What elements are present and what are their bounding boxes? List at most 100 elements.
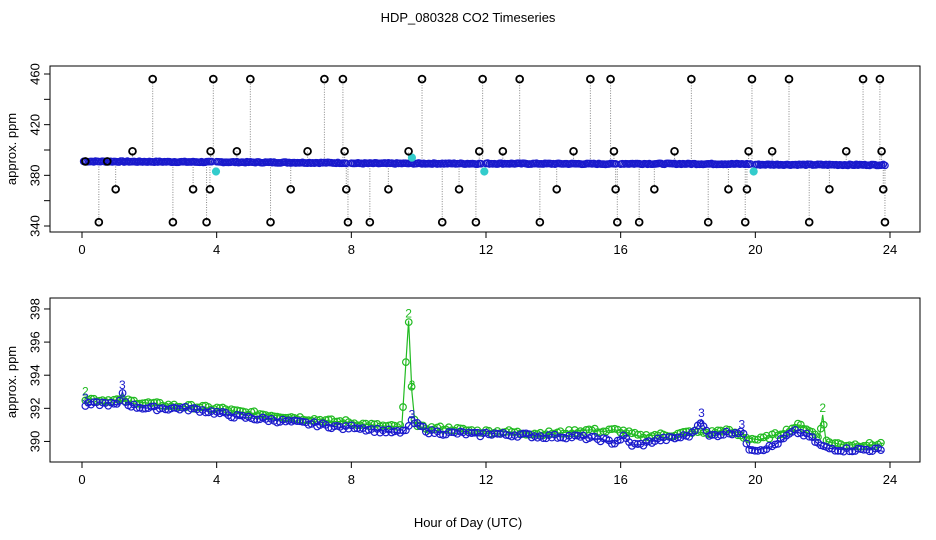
top-gray-trace <box>84 79 886 223</box>
bottom-y-tick-label: 396 <box>27 331 42 353</box>
series-2-point <box>605 425 613 434</box>
series-3-point <box>467 429 476 437</box>
series-3-point <box>751 446 759 455</box>
outlier-point <box>286 184 296 194</box>
series-3-point <box>519 429 528 438</box>
outlier-point <box>266 217 275 227</box>
bottom-axis-ticks: 0 4 8 12 16 20 24 390 392 394 396 398 <box>27 298 897 487</box>
outlier-point <box>877 146 886 156</box>
series-3-point <box>479 429 488 438</box>
outlier-point <box>744 146 753 156</box>
series-3-point <box>201 408 210 417</box>
outlier-point <box>188 184 198 194</box>
outlier-point <box>767 146 777 156</box>
series-3-point <box>854 444 862 453</box>
series-3-point <box>608 440 616 448</box>
series-3-point <box>470 428 479 437</box>
series-3-point <box>436 430 445 439</box>
outlier-point <box>111 184 120 194</box>
series-3-point <box>739 429 748 438</box>
outlier-point <box>471 217 481 227</box>
series-2-label: 2 <box>409 378 416 392</box>
top-axis-ticks: 0 4 8 12 16 20 24 340 380 420 460 <box>27 63 897 257</box>
bottom-x-tick-label: 8 <box>348 472 355 487</box>
bottom-y-tick-label: 392 <box>27 397 42 419</box>
series-3-point <box>464 428 473 437</box>
outlier-point <box>875 74 885 84</box>
series-2-label: 2 <box>405 307 412 321</box>
series-3-point <box>250 415 259 424</box>
outlier-point <box>474 146 484 156</box>
bottom-x-tick-label: 16 <box>613 472 627 487</box>
series-3-point <box>132 404 141 412</box>
outlier-point <box>365 217 375 227</box>
series-3-point <box>716 431 725 439</box>
outlier-point <box>612 217 622 227</box>
series-2-point <box>379 421 387 430</box>
series-3-label: 3 <box>739 418 746 432</box>
series-3-point <box>493 429 502 438</box>
series-3-point <box>324 423 333 432</box>
top-x-tick-label: 4 <box>213 242 220 257</box>
series-3-point <box>330 422 339 431</box>
series-3-point <box>147 402 156 411</box>
outlier-point <box>878 184 888 194</box>
series-3-point <box>187 404 196 413</box>
cyan-point <box>480 167 489 176</box>
outlier-point <box>209 74 218 84</box>
outlier-point <box>128 146 137 156</box>
top-x-tick-label: 20 <box>748 242 762 257</box>
outlier-point <box>535 217 545 227</box>
series-3-point <box>161 405 170 414</box>
series-3-point <box>444 428 453 436</box>
top-scatter-marks <box>79 74 890 227</box>
series-3-point <box>776 435 785 443</box>
outlier-point <box>303 146 312 156</box>
bottom-x-tick-label: 24 <box>883 472 897 487</box>
outlier-point <box>340 146 349 156</box>
outlier-point <box>168 217 178 227</box>
outlier-point <box>341 184 351 194</box>
series-3-point <box>831 446 840 455</box>
series-2-point <box>399 403 407 411</box>
outlier-point <box>606 74 615 84</box>
outlier-point <box>343 217 353 227</box>
series-2-point <box>367 419 376 428</box>
series-3-point <box>399 426 407 435</box>
top-x-tick-label: 12 <box>479 242 493 257</box>
series-2-label: 2 <box>819 401 826 415</box>
series-3-point <box>805 432 814 441</box>
series-3-point <box>296 417 304 426</box>
bottom-x-tick-label: 20 <box>748 472 762 487</box>
series-3-point <box>748 446 757 454</box>
outlier-point <box>94 217 104 227</box>
outlier-point <box>858 74 868 84</box>
series-3-point <box>756 446 765 454</box>
outlier-point <box>804 217 814 227</box>
outlier-point <box>650 184 659 194</box>
outlier-point <box>404 146 413 156</box>
outlier-point <box>747 74 757 84</box>
top-y-tick-label: 380 <box>27 164 42 186</box>
outlier-point <box>634 217 644 227</box>
series-3-point <box>138 404 147 413</box>
top-y-tick-label: 420 <box>27 114 42 136</box>
series-3-point <box>233 410 241 419</box>
baseline-point <box>881 161 889 170</box>
series-3-point <box>834 446 842 455</box>
series-3-point <box>553 434 562 442</box>
bottom-plot-frame <box>49 297 921 463</box>
outlier-point <box>611 184 620 194</box>
series-3-point <box>290 416 299 425</box>
series-3-point <box>731 428 739 437</box>
series-3-label: 3 <box>698 406 705 420</box>
top-y-tick-label: 340 <box>27 215 42 237</box>
bottom-y-tick-label: 390 <box>27 431 42 453</box>
series-3-point <box>742 439 751 448</box>
series-3-point <box>350 424 359 433</box>
bottom-y-axis-label: approx. ppm <box>4 346 19 418</box>
series-2-point <box>198 401 207 410</box>
